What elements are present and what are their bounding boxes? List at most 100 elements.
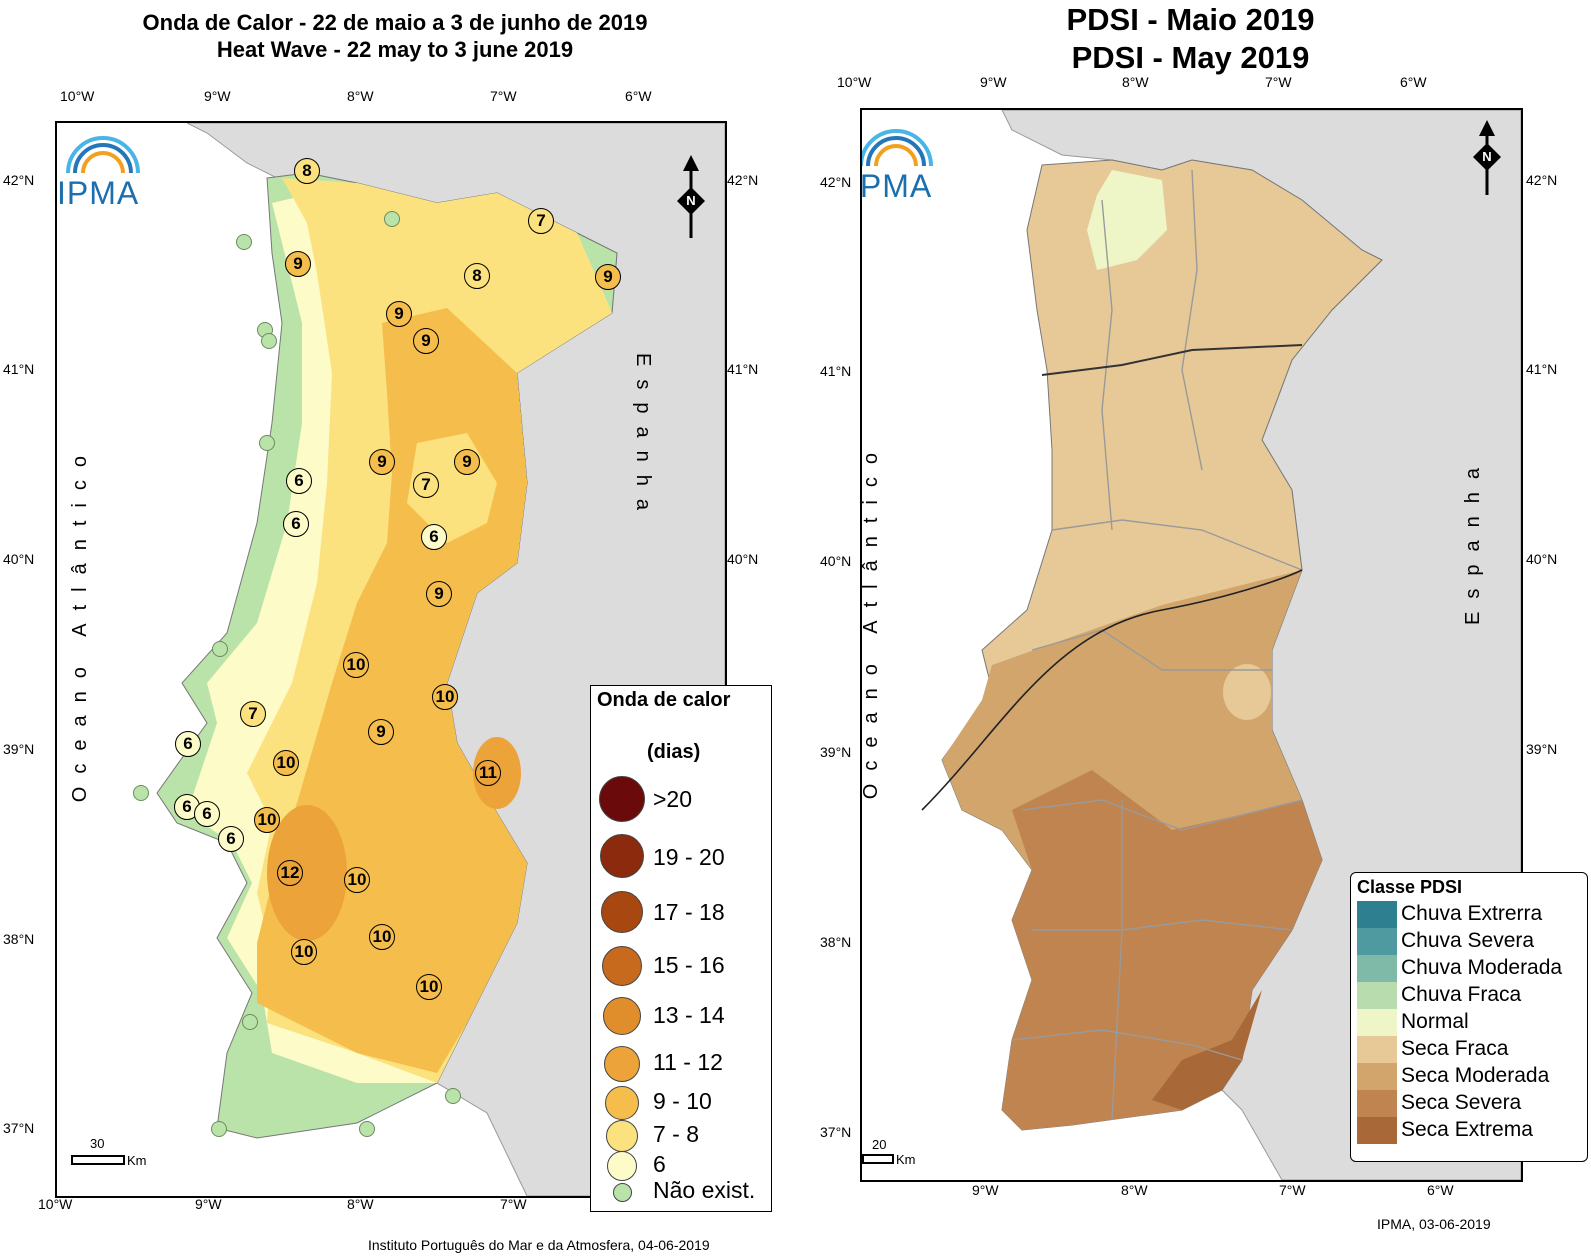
legend-swatch: [1357, 1090, 1397, 1117]
station-marker: 6: [421, 524, 447, 550]
legend-item: 13 - 14: [591, 997, 771, 1037]
station-marker: 9: [595, 264, 621, 290]
lat-tick: 38°N: [820, 934, 852, 950]
zone-normal: [1087, 170, 1167, 270]
station-marker: 7: [528, 208, 554, 234]
station-no-heatwave: [211, 1121, 227, 1137]
station-no-heatwave: [445, 1088, 461, 1104]
station-marker: 10: [432, 684, 458, 710]
legend-swatch: [1357, 928, 1397, 955]
legend-item: Chuva Extrerra: [1357, 901, 1585, 928]
lat-tick: 42°N: [820, 174, 852, 190]
legend-swatch: [607, 1151, 637, 1181]
legend-swatch: [1357, 1117, 1397, 1144]
station-marker: 6: [194, 801, 220, 827]
ipma-logo-icon: [63, 133, 143, 178]
zone-11-12-days: [267, 805, 347, 941]
lat-tick: 39°N: [3, 741, 35, 757]
right-footer: IPMA, 03-06-2019: [1377, 1216, 1491, 1232]
legend-swatch: [1357, 1063, 1397, 1090]
legend-swatch: [604, 1046, 640, 1082]
legend-item: 19 - 20: [591, 834, 771, 878]
legend-swatch: [606, 1120, 638, 1152]
legend-label: 13 - 14: [653, 1002, 725, 1028]
north-arrow-icon: [677, 155, 705, 238]
legend-label: Seca Moderada: [1401, 1064, 1550, 1087]
station-no-heatwave: [236, 234, 252, 250]
station-marker: 12: [277, 860, 303, 886]
pdsi-title-en: PDSI - May 2019: [1071, 40, 1310, 75]
legend-label: 9 - 10: [653, 1088, 712, 1114]
lon-tick: 8°W: [347, 88, 374, 104]
station-no-heatwave: [384, 211, 400, 227]
legend-item: Seca Fraca: [1357, 1036, 1585, 1063]
station-marker: 7: [413, 472, 439, 498]
legend-item: Chuva Moderada: [1357, 955, 1585, 982]
legend-item: Seca Severa: [1357, 1090, 1585, 1117]
legend-label: 15 - 16: [653, 952, 725, 978]
scale-value: 30: [90, 1136, 105, 1151]
lon-tick: 9°W: [195, 1196, 222, 1212]
legend-label: Normal: [1401, 1010, 1469, 1033]
lat-tick: 41°N: [3, 361, 35, 377]
legend-swatch: [605, 1086, 639, 1120]
lon-tick: 8°W: [347, 1196, 374, 1212]
legend-label: 6: [653, 1151, 666, 1177]
lon-tick: 10°W: [38, 1196, 73, 1212]
legend-swatch: [613, 1183, 632, 1202]
heat-wave-map-canvas: N: [57, 123, 725, 1196]
legend-swatch: [1357, 982, 1397, 1009]
legend-item: 15 - 16: [591, 946, 771, 986]
heat-wave-map-frame: N IPMA Oceano Atlântico Espanha 8 7 9: [55, 121, 727, 1198]
lat-tick: 40°N: [727, 551, 759, 567]
country-label: Espanha: [632, 353, 654, 523]
legend-swatch: [599, 776, 645, 822]
legend-swatch: [1357, 901, 1397, 928]
station-no-heatwave: [259, 435, 275, 451]
legend-item: 17 - 18: [591, 891, 771, 933]
ipma-logo-text: IPMA: [860, 168, 933, 204]
region-boundaries: [1041, 344, 1303, 376]
ocean-label: Oceano Atlântico: [69, 443, 91, 803]
station-no-heatwave: [212, 641, 228, 657]
station-marker: 10: [344, 867, 370, 893]
lat-tick: 39°N: [1526, 741, 1558, 757]
station-marker: 9: [413, 328, 439, 354]
legend-item: 6: [591, 1151, 771, 1191]
legend-item: 9 - 10: [591, 1086, 771, 1126]
legend-swatch: [600, 834, 644, 878]
lat-tick: 37°N: [820, 1124, 852, 1140]
heat-wave-title-pt: Onda de Calor - 22 de maio a 3 de junho …: [142, 10, 648, 35]
station-marker: 10: [254, 807, 280, 833]
district-boundaries: [1011, 169, 1303, 1121]
lon-tick: 8°W: [1121, 1182, 1148, 1198]
station-marker: 9: [454, 449, 480, 475]
legend-title: Onda de calor: [597, 689, 731, 711]
lat-tick: 38°N: [3, 931, 35, 947]
legend-label: 17 - 18: [653, 899, 725, 925]
station-marker: 6: [175, 731, 201, 757]
legend-label: Chuva Fraca: [1401, 983, 1522, 1006]
lon-tick: 10°W: [837, 74, 872, 90]
station-marker: 7: [240, 701, 266, 727]
station-marker: 10: [291, 939, 317, 965]
north-arrow-label: N: [686, 193, 695, 208]
station-marker: 9: [285, 251, 311, 277]
lon-tick: 6°W: [1427, 1182, 1454, 1198]
reference-line: [921, 569, 1303, 811]
lon-tick: 8°W: [1122, 74, 1149, 90]
lat-tick: 40°N: [3, 551, 35, 567]
north-arrow-label: N: [1482, 149, 1491, 164]
station-marker: 9: [426, 581, 452, 607]
legend-item: >20: [591, 776, 771, 822]
lat-tick: 42°N: [3, 172, 35, 188]
legend-label: Chuva Extrerra: [1401, 902, 1543, 925]
legend-label: >20: [653, 786, 693, 812]
station-marker: 10: [369, 924, 395, 950]
legend-item: Normal: [1357, 1009, 1585, 1036]
legend-item: Chuva Severa: [1357, 928, 1585, 955]
station-no-heatwave: [242, 1014, 258, 1030]
legend-swatch: [603, 997, 641, 1035]
pdsi-title-pt: PDSI - Maio 2019: [1066, 2, 1315, 37]
legend-label: 11 - 12: [653, 1049, 723, 1075]
